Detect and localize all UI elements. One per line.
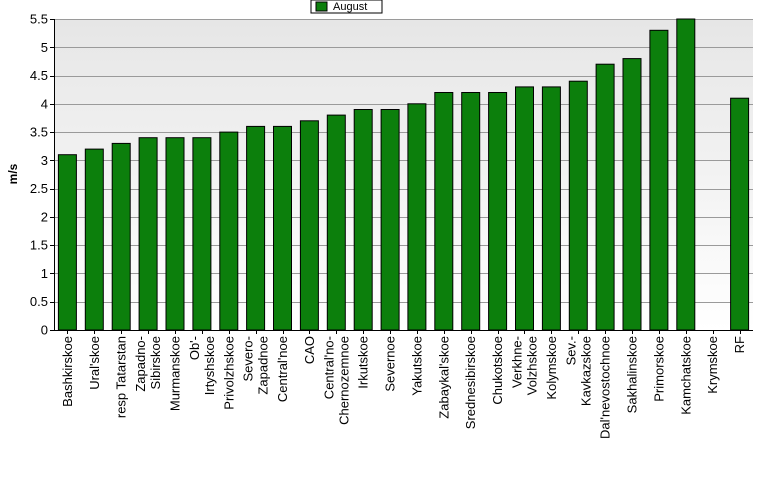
x-tick-label: resp Tatarstan: [114, 336, 129, 418]
x-tick-label: Chukotskoe: [490, 336, 505, 405]
bar: [380, 109, 400, 331]
y-tick-label: 5.5: [30, 12, 48, 27]
y-tick-label: 2.5: [30, 181, 48, 196]
bar: [84, 148, 104, 331]
x-tick-label: Zabaykal'skoe: [436, 336, 451, 419]
bar: [622, 58, 642, 331]
bar: [138, 137, 158, 331]
x-tick-label: Privolzhskoe: [221, 336, 236, 410]
x-tick-label: Yakutskoe: [409, 336, 424, 396]
bar: [676, 18, 696, 331]
plot-area: [54, 19, 753, 330]
y-tick-label: 1: [41, 266, 48, 281]
bar: [434, 92, 454, 331]
x-tick-label: Verkhne-: [510, 336, 525, 388]
y-tick-label: 1.5: [30, 238, 48, 253]
x-tick-label: Volzhskoe: [525, 336, 540, 395]
x-tick-label: Central'noe: [275, 336, 290, 402]
y-tick-label: 5: [41, 40, 48, 55]
legend-swatch: [315, 1, 328, 12]
bar: [568, 80, 588, 331]
bar: [461, 92, 481, 331]
x-tick-label: Irkutskoe: [356, 336, 371, 389]
bar: [649, 29, 669, 331]
x-tick-label: Bashkirskoe: [60, 336, 75, 407]
x-tick-label: Irtyshskoe: [202, 336, 217, 395]
x-tick-label: Krymskoe: [705, 336, 720, 394]
x-tick-label: Kamchatskoe: [678, 336, 693, 415]
bar: [407, 103, 427, 331]
x-tick-label: RF: [732, 336, 747, 353]
y-tick-label: 3: [41, 153, 48, 168]
bar: [488, 92, 508, 331]
x-tick-label: Dal'nevostochnoe: [598, 336, 613, 439]
bar: [192, 137, 212, 331]
x-tick-label: Kavkazskoe: [578, 336, 593, 406]
y-tick-label: 0.5: [30, 294, 48, 309]
bar: [326, 114, 346, 331]
x-tick-label: Sev.-: [563, 336, 578, 365]
bar: [219, 131, 239, 331]
x-tick-label: Kolymskoe: [544, 336, 559, 400]
x-tick-label: Chernozemnoe: [336, 336, 351, 425]
bar: [353, 109, 373, 331]
x-tick-label: Ural'skoe: [87, 336, 102, 390]
x-tick-label: Ob'-: [187, 336, 202, 360]
x-tick-label: Srednesibirskoe: [463, 336, 478, 429]
bar: [515, 86, 534, 331]
y-tick-label: 3.5: [30, 125, 48, 140]
bar: [246, 125, 266, 331]
y-tick-label: 0: [41, 323, 48, 338]
y-tick-label: 4.5: [30, 68, 48, 83]
x-tick-label: Sibirskoe: [148, 336, 163, 389]
x-tick-label: Severnoe: [383, 336, 398, 392]
y-tick-label: 4: [41, 96, 48, 111]
x-tick-label: Zapadnoe: [256, 336, 271, 395]
x-tick-label: Primorskoe: [651, 336, 666, 402]
bar: [273, 125, 292, 331]
y-axis-title: m/s: [6, 163, 20, 184]
bar: [299, 120, 319, 331]
legend-label: August: [333, 1, 367, 13]
bar: [111, 142, 131, 331]
y-tick-label: 2: [41, 209, 48, 224]
legend-box: [310, 0, 383, 14]
x-tick-label: Sakhalinskoe: [625, 336, 640, 413]
x-tick-label: Zapadno-: [133, 336, 148, 392]
x-tick-label: Central'no-: [321, 336, 336, 399]
bar: [730, 97, 750, 331]
bar: [541, 86, 561, 331]
x-tick-label: Murmanskoe: [168, 336, 183, 411]
bar: [595, 63, 615, 331]
x-tick-label: CAO: [302, 336, 317, 364]
x-tick-label: Severo-: [241, 336, 256, 382]
legend: August: [310, 0, 383, 14]
bar: [165, 137, 185, 331]
bar: [57, 154, 77, 331]
